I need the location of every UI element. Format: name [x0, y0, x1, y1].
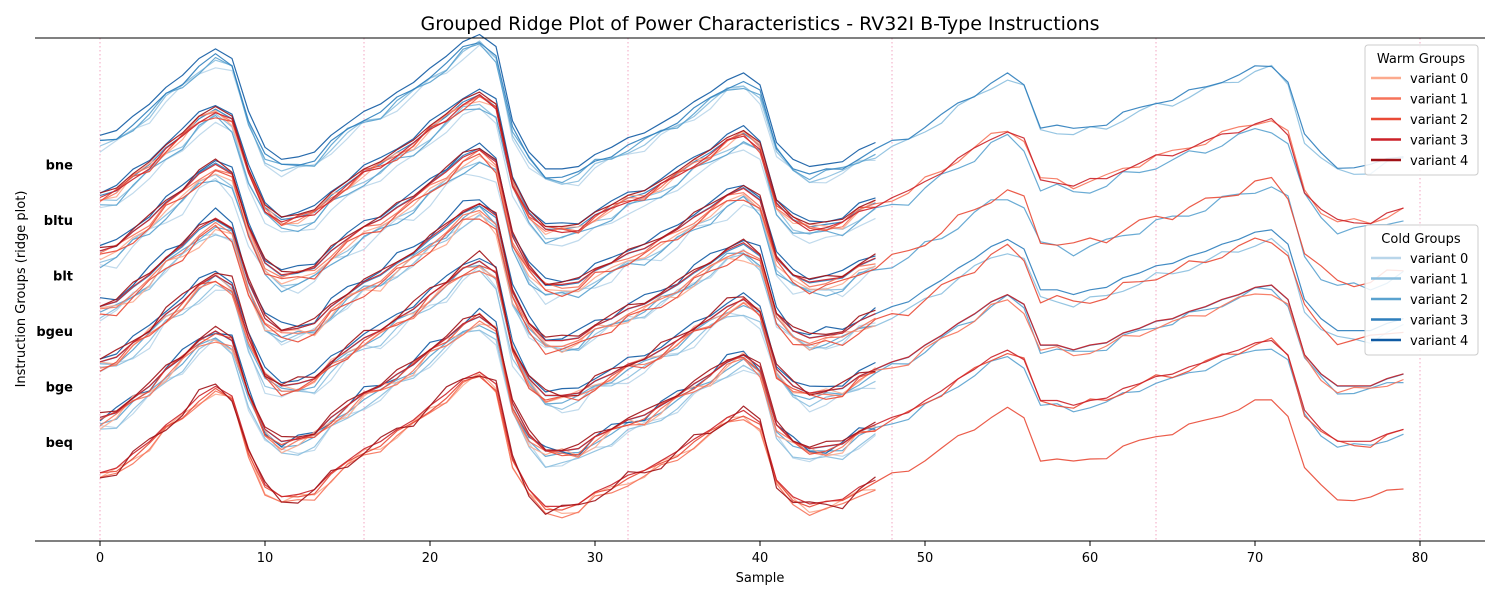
series-line-beq-cold-variant-1	[99, 329, 876, 468]
group-label-bgeu: bgeu	[36, 325, 73, 340]
series-line-bgeu-cold-variant-1	[99, 214, 1404, 351]
series-line-bne-cold-variant-1	[99, 40, 1404, 185]
series-line-bne-cold-variant-3	[99, 42, 1404, 179]
series-line-bne-cold-variant-4	[99, 33, 876, 170]
x-tick-label: 70	[1247, 551, 1264, 566]
series-lines	[99, 33, 1404, 519]
group-label-beq: beq	[46, 436, 73, 451]
x-tick-label: 10	[257, 551, 274, 566]
series-line-bgeu-warm-variant-4	[99, 250, 876, 397]
series-line-bge-cold-variant-1	[99, 269, 876, 410]
group-label-bge: bge	[46, 381, 74, 396]
group-labels: beq bge bgeu blt bltu bne	[36, 159, 73, 452]
x-tick-label: 80	[1412, 551, 1429, 566]
legend-entry-label: variant 4	[1410, 334, 1468, 349]
legend-cold-groups: Cold Groups variant 0 variant 1 variant 2 v…	[1364, 224, 1479, 356]
series-line-bgeu-warm-variant-0	[99, 266, 876, 404]
series-line-blt-warm-variant-2	[99, 218, 1404, 355]
series-line-beq-cold-variant-0	[99, 329, 876, 468]
series-line-beq-cold-variant-4	[99, 307, 876, 457]
series-line-bne-warm-variant-3	[99, 93, 1404, 234]
legend-entry-label: variant 0	[1410, 252, 1468, 267]
x-axis-label: Sample	[736, 571, 785, 586]
x-tick-label: 0	[96, 551, 104, 566]
series-line-bge-cold-variant-4	[99, 257, 876, 393]
x-tick-label: 60	[1082, 551, 1099, 566]
series-line-bne-cold-variant-2	[99, 43, 876, 184]
series-line-blt-cold-variant-2	[99, 161, 1404, 299]
legend-warm-title: Warm Groups	[1377, 52, 1465, 67]
series-line-bltu-warm-variant-4	[99, 148, 876, 286]
group-label-bltu: bltu	[44, 214, 73, 229]
legend-entry-label: variant 4	[1410, 154, 1468, 169]
group-label-blt: blt	[53, 270, 73, 285]
group-label-bne: bne	[46, 159, 74, 174]
legend-entry-label: variant 3	[1410, 314, 1468, 329]
y-axis-label: Instruction Groups (ridge plot)	[14, 191, 29, 388]
series-line-bltu-warm-variant-0	[99, 155, 876, 293]
series-line-bltu-warm-variant-3	[99, 149, 876, 285]
series-line-bge-warm-variant-0	[99, 323, 876, 457]
series-line-blt-warm-variant-3	[99, 202, 876, 342]
x-ticks: 0 10 20 30 40 50 60 70 80	[96, 541, 1428, 566]
series-line-beq-warm-variant-0	[99, 371, 876, 514]
series-line-beq-warm-variant-4	[99, 375, 876, 515]
x-tick-label: 20	[422, 551, 439, 566]
legend-entry-label: variant 2	[1410, 113, 1468, 128]
series-line-bltu-cold-variant-2	[99, 108, 1404, 244]
legend-entry-label: variant 1	[1410, 273, 1468, 288]
series-line-beq-warm-variant-1	[99, 373, 876, 519]
legend-entry-label: variant 1	[1410, 93, 1468, 108]
legend-entry-label: variant 2	[1410, 293, 1468, 308]
vertical-guide-lines	[99, 38, 1421, 541]
chart-title: Grouped Ridge Plot of Power Characterist…	[420, 13, 1099, 35]
series-line-bge-warm-variant-1	[99, 320, 876, 458]
series-line-bge-warm-variant-2	[99, 312, 1404, 457]
legend-entry-label: variant 3	[1410, 134, 1468, 149]
series-line-bge-warm-variant-4	[99, 313, 876, 451]
series-line-blt-cold-variant-0	[99, 173, 876, 305]
series-line-bne-warm-variant-4	[99, 91, 876, 228]
series-line-bne-warm-variant-1	[99, 95, 1404, 232]
series-line-bltu-cold-variant-1	[99, 103, 876, 240]
series-line-blt-warm-variant-4	[99, 203, 876, 338]
x-tick-label: 40	[752, 551, 769, 566]
x-tick-label: 50	[917, 551, 934, 566]
legend-warm-groups: Warm Groups variant 0 variant 1 variant 2 v…	[1364, 44, 1479, 176]
series-line-bltu-warm-variant-1	[99, 149, 876, 289]
series-line-beq-warm-variant-2	[99, 376, 1404, 511]
legend-entry-label: variant 0	[1410, 72, 1468, 87]
series-line-bgeu-warm-variant-1	[99, 270, 1404, 403]
series-line-beq-warm-variant-3	[99, 371, 876, 507]
series-line-bltu-warm-variant-2	[99, 153, 1404, 297]
series-line-bltu-cold-variant-4	[99, 88, 876, 225]
x-tick-label: 30	[587, 551, 604, 566]
series-line-blt-warm-variant-1	[99, 209, 876, 348]
legend-cold-title: Cold Groups	[1381, 232, 1461, 247]
